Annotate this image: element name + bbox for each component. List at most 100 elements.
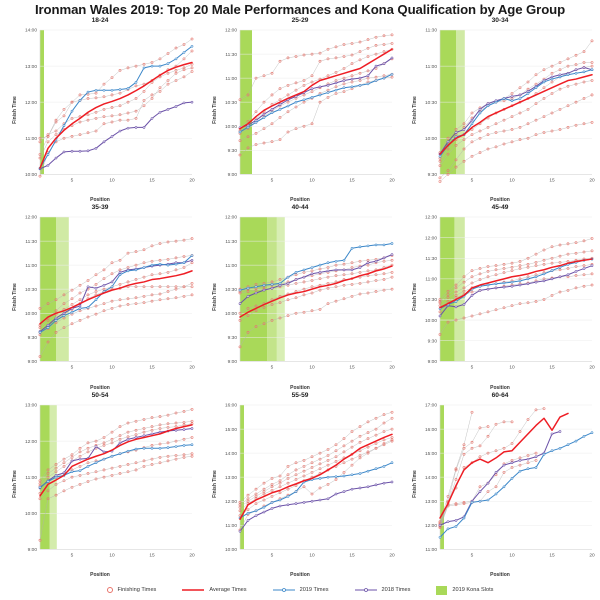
2018-times-marker	[150, 117, 154, 120]
finishing-time-marker	[486, 310, 490, 314]
finishing-time-marker	[70, 100, 74, 104]
y-tick-label: 10:30	[425, 100, 437, 106]
finishing-time-marker	[182, 255, 186, 259]
finishing-time-marker	[342, 436, 346, 440]
finishing-time-marker	[358, 260, 362, 263]
finishing-time-marker	[270, 485, 274, 488]
2019-times-marker	[38, 485, 42, 489]
legend-item-times2019[interactable]: 2019 Times	[272, 587, 329, 593]
finishing-time-marker	[518, 111, 522, 115]
finishing-time-marker	[118, 259, 122, 263]
2019-times-marker	[558, 75, 562, 79]
finishing-time-marker	[590, 61, 594, 64]
2018-times-line	[439, 265, 593, 317]
finishing-time-marker	[462, 465, 466, 469]
finishing-time-marker	[582, 97, 586, 100]
x-tick-label: 10	[309, 552, 315, 558]
y-tick-label: 9:30	[28, 335, 38, 341]
2018-times-marker	[302, 276, 306, 279]
finishing-time-marker	[54, 309, 58, 313]
2019-times-marker	[334, 475, 338, 478]
2018-times-marker	[294, 278, 298, 282]
2018-times-marker	[566, 273, 570, 277]
2019-times-marker	[174, 57, 178, 61]
x-tick-label: 15	[349, 552, 355, 558]
2019-times-marker	[70, 109, 74, 113]
2018-times-marker	[478, 289, 482, 293]
legend-item-finishing[interactable]: Finishing Times	[106, 587, 156, 593]
finishing-time-marker	[302, 124, 306, 128]
finishing-time-marker	[118, 69, 122, 72]
finishing-time-marker	[254, 309, 258, 313]
x-axis-label: Position	[90, 571, 110, 578]
x-tick-label: 20	[589, 365, 595, 371]
finishing-time-marker	[134, 432, 138, 436]
2019-times-marker	[38, 331, 42, 335]
finishing-time-marker	[126, 66, 130, 70]
finishing-time-marker	[94, 129, 98, 133]
2019-times-marker	[374, 79, 378, 82]
finishing-time-marker	[318, 277, 322, 281]
finishing-time-marker	[94, 439, 98, 443]
finishing-time-marker	[382, 438, 386, 441]
finishing-time-marker	[110, 93, 114, 97]
y-tick-label: 11:00	[225, 263, 237, 269]
finishing-time-marker	[86, 450, 90, 453]
2019-times-marker	[526, 92, 530, 95]
2018-times-marker	[318, 498, 322, 501]
finishing-time-marker	[446, 300, 450, 304]
2019-times-marker	[366, 469, 370, 473]
finishing-time-marker	[94, 477, 98, 480]
x-axis-label: Position	[490, 197, 510, 204]
finishing-time-marker	[142, 248, 146, 252]
finishing-time-marker	[294, 461, 298, 464]
2018-times-marker	[334, 81, 338, 85]
y-tick-label: 11:00	[425, 64, 437, 70]
2019-times-marker	[62, 124, 66, 127]
finishing-time-marker	[190, 66, 194, 70]
finishing-time-marker	[494, 485, 498, 488]
2019-times-line	[39, 45, 193, 169]
finishing-time-marker	[70, 117, 74, 120]
finishing-time-marker	[342, 297, 346, 301]
x-tick-label: 5	[471, 177, 474, 183]
2018-times-marker	[374, 483, 378, 486]
finishing-time-marker	[454, 128, 458, 131]
finishing-time-marker	[518, 429, 522, 433]
finishing-time-marker	[526, 461, 530, 464]
finishing-time-marker	[46, 135, 50, 138]
finishing-time-marker	[262, 100, 266, 104]
2018-times-marker	[342, 268, 346, 272]
y-tick-label: 11:30	[25, 239, 37, 245]
2018-times-marker	[518, 284, 522, 287]
2018-times-marker	[438, 314, 442, 318]
finishing-time-marker	[182, 266, 186, 270]
finishing-time-marker	[326, 282, 330, 286]
finishing-time-marker	[142, 276, 146, 279]
panel-title: 18-24	[91, 17, 109, 24]
legend-item-times2018[interactable]: 2018 Times	[354, 587, 410, 593]
finishing-time-marker	[286, 110, 290, 114]
2019-times-marker	[94, 461, 98, 464]
y-tick-label: 9:00	[28, 359, 38, 365]
finishing-time-marker	[366, 264, 370, 267]
finishing-time-marker	[254, 283, 258, 287]
finishing-time-marker	[142, 62, 146, 66]
finishing-time-marker	[510, 266, 514, 270]
legend-item-kona[interactable]: 2019 Kona Slots	[436, 585, 493, 595]
2018-times-marker	[518, 458, 522, 462]
finishing-time-marker	[166, 271, 170, 275]
y-tick-label: 16:00	[425, 426, 437, 432]
finishing-time-marker	[382, 278, 386, 282]
finishing-time-marker	[278, 59, 282, 63]
2018-times-marker	[462, 303, 466, 307]
finishing-time-marker	[294, 88, 298, 92]
finishing-time-marker	[518, 267, 522, 271]
2019-times-marker	[558, 266, 562, 269]
finishing-time-marker	[542, 259, 546, 263]
legend-item-average[interactable]: Average Times	[182, 587, 247, 593]
y-tick-label: 13:00	[25, 64, 37, 70]
finishing-time-marker	[446, 152, 450, 156]
finishing-time-marker	[510, 128, 514, 131]
finishing-time-marker	[446, 293, 450, 297]
